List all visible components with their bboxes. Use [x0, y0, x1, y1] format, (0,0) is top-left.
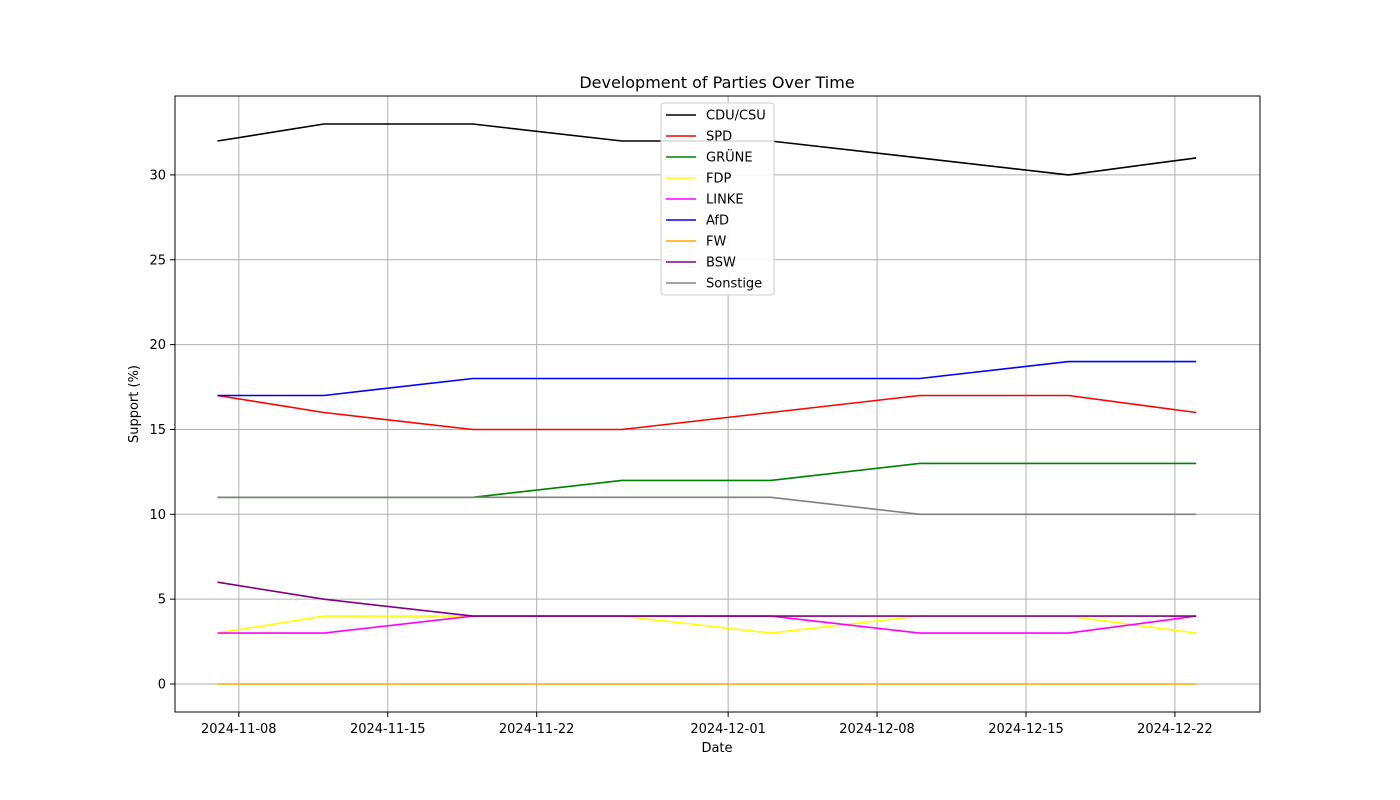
y-tick-label: 20 — [149, 338, 166, 353]
x-tick-label: 2024-11-15 — [350, 722, 426, 737]
x-axis-ticks: 2024-11-08 2024-11-15 2024-11-22 2024-12-01… — [201, 712, 1213, 737]
x-tick-label: 2024-12-01 — [690, 722, 766, 737]
legend-label: BSW — [706, 256, 736, 271]
legend-label: FW — [706, 235, 726, 250]
series-line-gr-ne — [217, 462, 1197, 499]
x-axis-label: Date — [701, 741, 732, 756]
x-tick-label: 2024-12-15 — [988, 722, 1064, 737]
legend: CDU/CSU SPD GRÜNE FDP LINKE AfD FW BSW Sonstige — [660, 102, 775, 296]
series-line-linke — [217, 615, 1197, 634]
legend-label: GRÜNE — [706, 149, 753, 166]
series-lines — [217, 123, 1197, 685]
y-axis-label: Support (%) — [127, 365, 142, 443]
y-tick-label: 30 — [149, 168, 166, 183]
y-tick-label: 10 — [149, 508, 166, 523]
legend-label: CDU/CSU — [706, 109, 766, 124]
x-tick-label: 2024-12-22 — [1137, 722, 1213, 737]
x-tick-label: 2024-12-08 — [839, 722, 915, 737]
chart-title: Development of Parties Over Time — [579, 73, 854, 92]
legend-label: Sonstige — [706, 277, 762, 292]
y-tick-label: 25 — [149, 253, 166, 268]
series-line-afd — [217, 360, 1197, 397]
series-line-fdp — [217, 615, 1197, 634]
series-line-sonstige — [217, 496, 1197, 516]
legend-label: AfD — [706, 214, 729, 229]
legend-label: FDP — [706, 172, 731, 187]
y-tick-label: 0 — [158, 678, 166, 693]
legend-label: SPD — [706, 130, 732, 145]
x-tick-label: 2024-11-22 — [499, 722, 575, 737]
series-line-bsw — [217, 581, 1197, 617]
y-tick-label: 5 — [158, 593, 166, 608]
legend-label: LINKE — [706, 193, 744, 208]
x-tick-label: 2024-11-08 — [201, 722, 277, 737]
legend-frame — [660, 102, 775, 296]
plot-frame — [174, 95, 1261, 713]
y-tick-label: 15 — [149, 423, 166, 438]
series-line-spd — [217, 394, 1197, 431]
y-axis-ticks: 0 5 10 15 20 25 30 — [149, 168, 175, 693]
